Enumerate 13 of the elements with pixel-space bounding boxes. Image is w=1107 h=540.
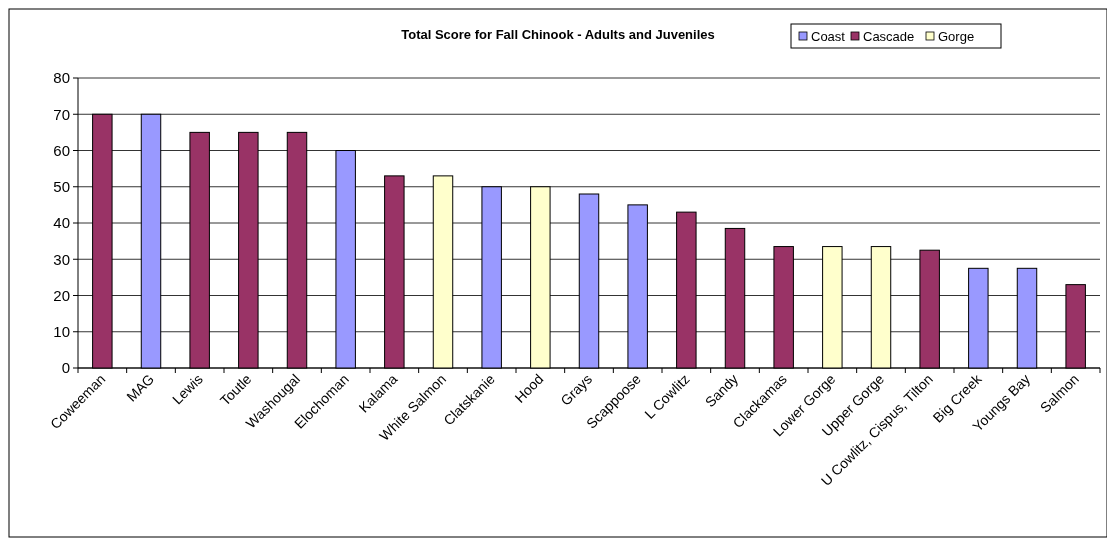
y-tick-label: 80	[53, 69, 70, 87]
chart-title: Total Score for Fall Chinook - Adults and Juveniles	[401, 27, 715, 42]
legend-label: Gorge	[938, 28, 975, 44]
y-tick-label: 10	[53, 323, 70, 340]
y-tick-label: 0	[61, 359, 70, 377]
y-tick-label: 70	[53, 105, 70, 123]
legend-label: Cascade	[863, 28, 915, 44]
legend-label: Coast	[811, 28, 846, 44]
y-tick-label: 30	[53, 250, 70, 268]
y-tick-label: 50	[53, 178, 70, 195]
y-tick-label: 20	[53, 286, 70, 304]
y-tick-label: 40	[53, 214, 70, 232]
y-tick-label: 60	[53, 141, 70, 159]
